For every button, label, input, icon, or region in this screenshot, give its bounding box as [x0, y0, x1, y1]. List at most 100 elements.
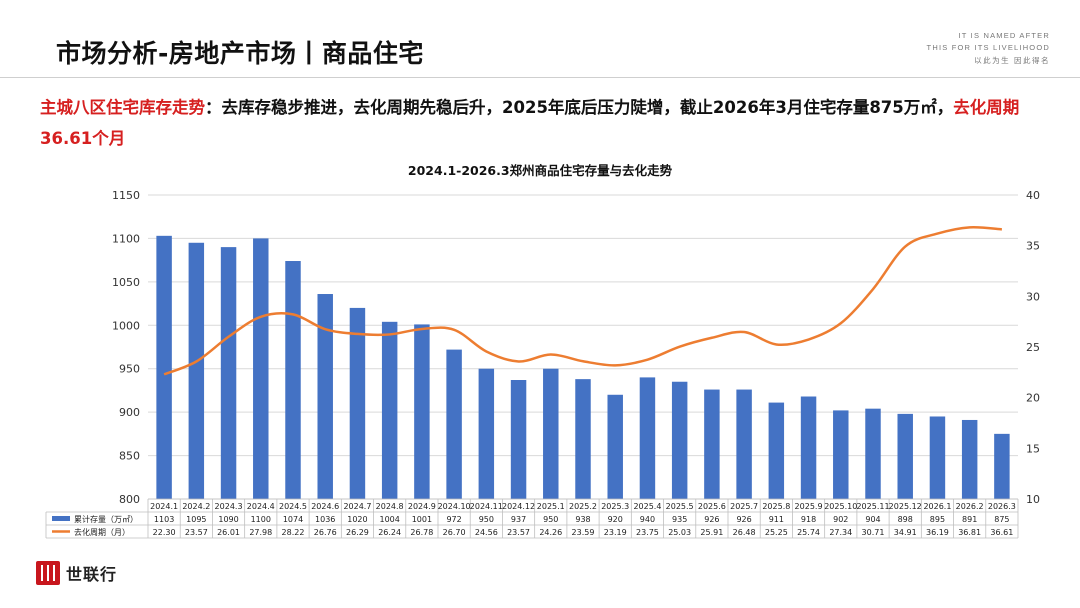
bar — [671, 381, 688, 499]
brand-tagline: IT IS NAMED AFTER THIS FOR ITS LIVELIHOO… — [927, 30, 1050, 68]
data-label-bar: 1074 — [283, 515, 303, 524]
data-label-bar: 935 — [672, 515, 687, 524]
headline-tail: 去化周期36.61个月 — [40, 98, 1020, 148]
x-tick-label: 2025.1 — [537, 502, 565, 511]
data-label-line: 25.25 — [765, 528, 788, 537]
data-label-bar: 972 — [446, 515, 461, 524]
data-label-line: 36.19 — [926, 528, 949, 537]
data-label-line: 24.56 — [475, 528, 498, 537]
data-label-bar: 918 — [801, 515, 816, 524]
x-tick-label: 2025.4 — [633, 502, 661, 511]
y-left-tick-label: 800 — [119, 493, 140, 506]
x-tick-label: 2024.7 — [343, 502, 371, 511]
data-label-line: 34.91 — [894, 528, 917, 537]
data-label-bar: 926 — [704, 515, 719, 524]
bar — [961, 419, 978, 499]
bar — [510, 380, 527, 499]
y-right-tick-label: 30 — [1026, 290, 1040, 303]
bar — [414, 324, 430, 499]
y-right-tick-label: 40 — [1026, 189, 1040, 202]
data-label-line: 26.24 — [378, 528, 401, 537]
bar — [994, 433, 1010, 499]
x-tick-label: 2025.10 — [824, 502, 857, 511]
legend-swatch-bar — [52, 516, 70, 521]
bar — [639, 377, 656, 499]
data-label-line: 36.81 — [958, 528, 981, 537]
data-label-line: 27.34 — [829, 528, 852, 537]
x-tick-label: 2025.6 — [698, 502, 726, 511]
title-divider — [0, 77, 1080, 78]
chart-container: 2024.1-2026.3郑州商品住宅存量与去化走势 800 850 900 950 10… — [0, 155, 1080, 555]
y-right-tick-label: 20 — [1026, 392, 1040, 405]
inventory-chart: 2024.1-2026.3郑州商品住宅存量与去化走势 800 850 900 950 10… — [45, 163, 1040, 539]
data-label-bar: 937 — [511, 515, 526, 524]
data-label-line: 23.57 — [507, 528, 530, 537]
data-label-line: 23.75 — [636, 528, 659, 537]
bar — [929, 416, 946, 499]
bar — [220, 247, 237, 499]
bar — [575, 379, 591, 499]
x-tick-label: 2024.6 — [311, 502, 339, 511]
brand-cn: 以此为生 因此得名 — [974, 56, 1050, 65]
data-label-line: 26.76 — [314, 528, 337, 537]
brand-en-line2: THIS FOR ITS LIVELIHOOD — [926, 43, 1050, 52]
data-label-bar: 911 — [769, 515, 784, 524]
data-label-bar: 920 — [608, 515, 623, 524]
bar — [897, 413, 913, 499]
data-label-line: 26.70 — [443, 528, 466, 537]
data-label-line: 30.71 — [862, 528, 885, 537]
data-label-bar: 904 — [865, 515, 880, 524]
data-label-bar: 898 — [898, 515, 913, 524]
data-label-bar: 1100 — [251, 515, 271, 524]
chart-title: 2024.1-2026.3郑州商品住宅存量与去化走势 — [408, 163, 673, 178]
bar — [607, 394, 623, 499]
data-label-bar: 902 — [833, 515, 848, 524]
x-tick-label: 2026.1 — [923, 502, 951, 511]
bar — [865, 408, 881, 499]
x-tick-label: 2025.2 — [569, 502, 597, 511]
data-label-line: 25.91 — [700, 528, 723, 537]
brand-en-line1: IT IS NAMED AFTER — [958, 31, 1050, 40]
data-label-bar: 950 — [543, 515, 558, 524]
data-label-line: 28.22 — [282, 528, 305, 537]
x-tick-label: 2025.7 — [730, 502, 758, 511]
bar — [253, 238, 269, 499]
x-tick-label: 2024.1 — [150, 502, 178, 511]
y-right-tick-label: 25 — [1026, 341, 1040, 354]
data-label-bar: 940 — [640, 515, 655, 524]
y-left-tick-label: 1100 — [112, 232, 140, 245]
x-tick-label: 2024.2 — [182, 502, 210, 511]
bar — [543, 368, 559, 499]
x-tick-label: 2026.3 — [988, 502, 1016, 511]
bar — [736, 389, 752, 499]
x-tick-label: 2026.2 — [956, 502, 984, 511]
data-label-bar: 926 — [736, 515, 751, 524]
data-label-line: 36.61 — [990, 528, 1013, 537]
data-label-bar: 1004 — [379, 515, 399, 524]
data-label-line: 23.57 — [185, 528, 208, 537]
bar — [156, 235, 172, 499]
data-label-bar: 875 — [994, 515, 1009, 524]
x-tick-label: 2024.9 — [408, 502, 436, 511]
bar — [285, 261, 301, 499]
data-label-bar: 1001 — [412, 515, 432, 524]
headline-lead: 主城八区住宅库存走势 — [40, 98, 205, 117]
y-right-tick-label: 35 — [1026, 240, 1040, 253]
line-series-turnover — [163, 225, 1002, 376]
bar — [704, 389, 720, 499]
x-tick-label: 2025.12 — [889, 502, 922, 511]
x-tick-label: 2024.12 — [502, 502, 535, 511]
y-left-tick-label: 1050 — [112, 276, 140, 289]
data-label-line: 26.01 — [217, 528, 240, 537]
data-label-line: 26.48 — [733, 528, 756, 537]
data-label-bar: 1090 — [218, 515, 238, 524]
data-label-line: 23.19 — [604, 528, 627, 537]
logo-icon — [36, 561, 60, 585]
headline: 主城八区住宅库存走势：去库存稳步推进，去化周期先稳后升，2025年底后压力陡增，… — [40, 92, 1050, 154]
x-tick-label: 2024.5 — [279, 502, 307, 511]
bar — [478, 368, 495, 499]
bar — [833, 410, 849, 499]
data-label-line: 27.98 — [249, 528, 272, 537]
y-left-tick-label: 1000 — [112, 319, 140, 332]
data-label-bar: 1020 — [347, 515, 367, 524]
